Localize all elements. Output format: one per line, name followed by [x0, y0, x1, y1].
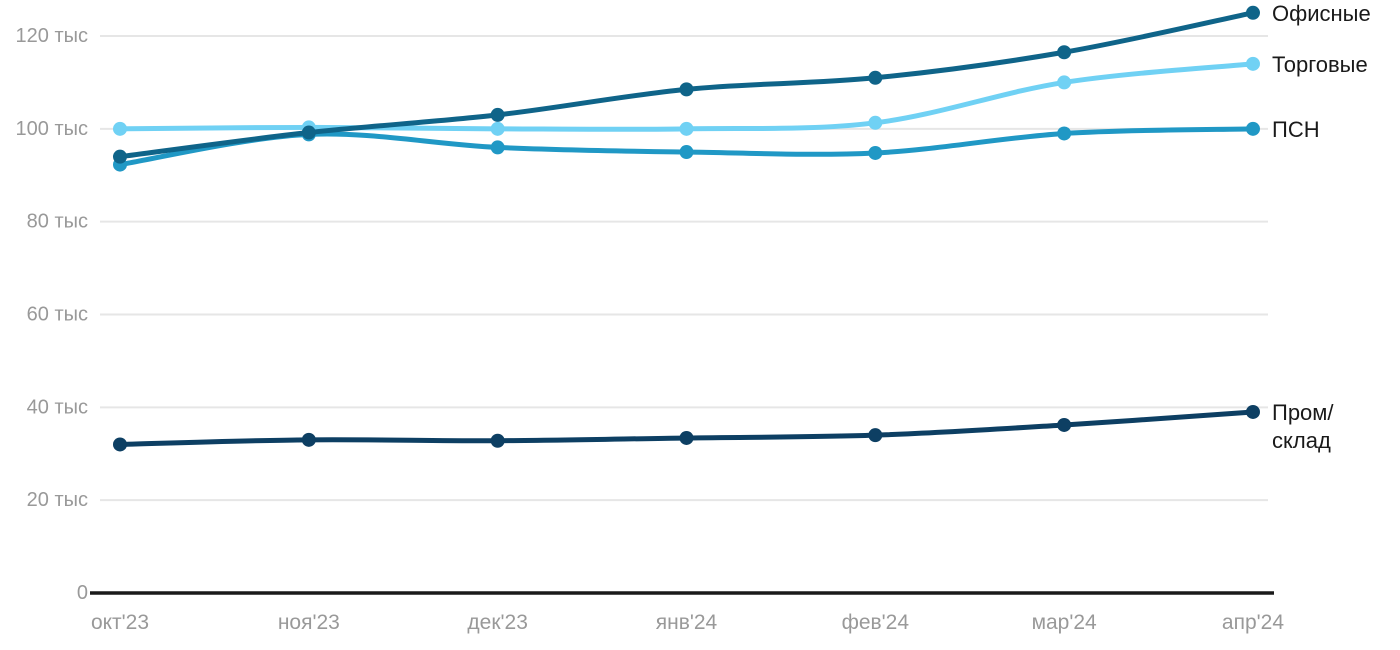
- data-point: [301, 125, 316, 140]
- data-point: [1245, 5, 1260, 20]
- data-point: [1057, 45, 1072, 60]
- data-point: [868, 428, 883, 443]
- x-tick-label: ноя'23: [278, 611, 340, 634]
- x-tick-label: фев'24: [842, 611, 910, 634]
- series-label: Офисные: [1272, 0, 1371, 25]
- series-label: Торговые: [1272, 51, 1368, 76]
- x-tick-label: янв'24: [656, 611, 718, 634]
- data-point: [113, 149, 127, 164]
- x-tick-label: мар'24: [1032, 611, 1097, 634]
- x-tick-label: апр'24: [1222, 611, 1284, 634]
- data-point: [1057, 75, 1072, 90]
- data-point: [1245, 404, 1260, 419]
- data-point: [1057, 417, 1072, 432]
- data-point: [1245, 56, 1260, 71]
- data-point: [113, 437, 127, 452]
- data-point: [301, 432, 316, 447]
- data-point: [868, 115, 883, 130]
- data-point: [679, 145, 694, 160]
- data-point: [679, 430, 694, 445]
- x-tick-label: окт'23: [91, 611, 149, 634]
- y-tick-label: 20 тыс: [27, 489, 88, 511]
- data-point: [1245, 121, 1260, 136]
- series-line: [117, 61, 1256, 132]
- data-point: [490, 107, 505, 122]
- series-label: ПСН: [1272, 116, 1320, 141]
- y-tick-label: 40 тыс: [27, 396, 88, 418]
- data-point: [1057, 126, 1072, 141]
- data-point: [868, 70, 883, 85]
- data-point: [490, 121, 505, 136]
- data-point: [679, 82, 694, 97]
- y-tick-label: 0: [77, 582, 88, 604]
- data-point: [679, 121, 694, 136]
- data-point: [868, 145, 883, 160]
- y-tick-label: 100 тыс: [16, 118, 88, 140]
- y-tick-label: 60 тыс: [27, 303, 88, 325]
- x-tick-label: дек'23: [467, 611, 528, 634]
- y-tick-label: 80 тыс: [27, 211, 88, 233]
- data-point: [490, 140, 505, 155]
- data-point: [490, 433, 505, 448]
- series-label: Пром/склад: [1272, 399, 1334, 452]
- data-point: [113, 121, 127, 136]
- y-tick-label: 120 тыс: [16, 25, 88, 47]
